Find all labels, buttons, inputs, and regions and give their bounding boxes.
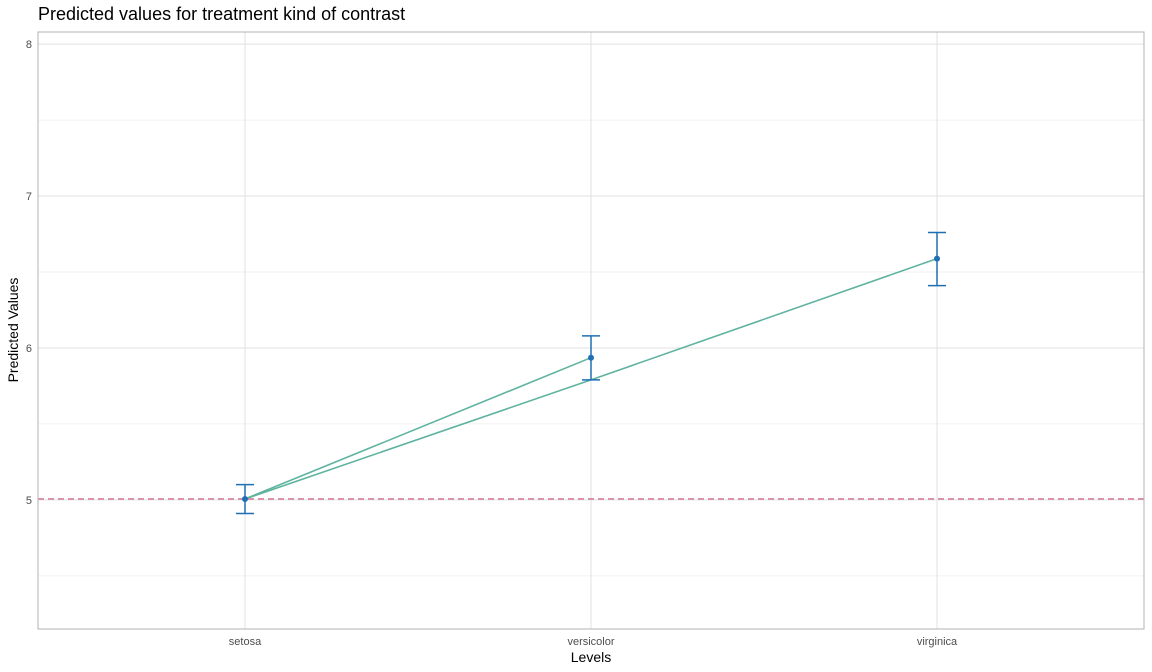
y-tick-labels: 5 6 7 8 [26,39,32,507]
y-tick-label: 5 [26,495,32,507]
data-point-setosa [242,495,248,502]
x-tick-labels: setosa versicolor virginica [229,636,958,648]
y-tick-label: 7 [26,191,32,203]
series-line-segment [244,379,592,500]
chart-title: Predicted values for treatment kind of c… [38,4,405,24]
data-points [242,255,940,502]
x-tick-label-setosa: setosa [229,636,262,648]
x-tick-label-virginica: virginica [917,636,958,648]
series-lines [244,257,938,500]
data-point-versicolor [588,354,594,361]
x-axis-title: Levels [571,649,611,665]
grid [38,32,1144,629]
x-tick-label-versicolor: versicolor [567,636,614,648]
data-point-virginica [934,255,940,262]
series-line-segment [590,257,938,381]
panel-border [37,31,1145,630]
series-line-segment [244,356,592,500]
y-tick-label: 8 [26,39,32,51]
y-axis-title: Predicted Values [5,278,21,383]
y-tick-label: 6 [26,343,32,355]
